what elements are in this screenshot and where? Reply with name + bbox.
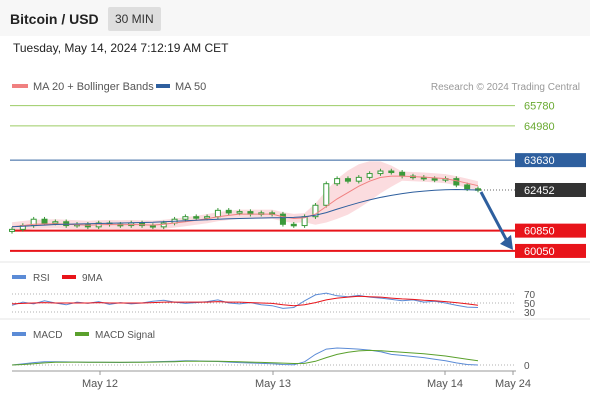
candle-body — [41, 218, 48, 224]
rsi-ma-legend-label: 9MA — [82, 273, 103, 284]
projection-arrow-head — [500, 234, 513, 250]
chart-title: Bitcoin / USD — [10, 11, 99, 27]
x-tick-label: May 13 — [255, 378, 291, 390]
macd-legend-label: MACD — [33, 330, 62, 341]
macd-legend-swatch — [12, 332, 26, 336]
candle-body — [182, 216, 189, 220]
rsi-legend-swatch — [12, 275, 26, 279]
candle-body — [214, 209, 221, 218]
ma20-line — [11, 175, 479, 228]
support-label-60050: 60050 — [524, 246, 555, 258]
candle-body — [334, 178, 341, 185]
interval-badge[interactable]: 30 MIN — [108, 7, 161, 31]
candle-body — [399, 171, 406, 177]
candle-body — [312, 204, 319, 218]
support-tag-60850 — [515, 223, 586, 238]
macd-signal-legend-label: MACD Signal — [95, 330, 155, 341]
resistance-label-64980: 64980 — [524, 121, 555, 133]
support-tag-60050 — [515, 243, 586, 258]
pivot-label-63630: 63630 — [524, 155, 555, 167]
macd-signal-line — [11, 349, 479, 366]
macd-plot: 0 — [11, 347, 530, 372]
support-label-60850: 60850 — [524, 226, 555, 238]
candle-body — [377, 170, 384, 175]
ma50-legend-swatch — [156, 84, 170, 88]
ma50-legend-label: MA 50 — [175, 81, 206, 93]
last-price-tag — [515, 182, 586, 197]
x-tick-label: May 12 — [82, 378, 118, 390]
candle-body — [290, 223, 297, 227]
rsi-legend-label: RSI — [33, 273, 50, 284]
copyright-label: Research © 2024 Trading Central — [431, 82, 580, 93]
projection-arrow-shaft — [479, 191, 510, 244]
candle-body — [366, 173, 373, 178]
x-tick-label: May 14 — [427, 378, 463, 390]
candle-body — [52, 221, 59, 224]
candle-body — [388, 170, 395, 174]
resistance-label-65780: 65780 — [524, 101, 555, 113]
ma20-legend-swatch — [12, 84, 28, 88]
timestamp: Tuesday, May 14, 2024 7:12:19 AM CET — [13, 41, 229, 55]
candle-body — [279, 213, 286, 225]
candle-body — [323, 183, 330, 206]
price-plot: 65780 64980 63630 60850 60050 62452 — [9, 101, 586, 258]
header-bar: Bitcoin / USD 30 MIN — [0, 0, 590, 36]
bollinger-band — [12, 161, 478, 232]
candle-body — [225, 209, 232, 214]
candle-body — [355, 176, 362, 182]
candle-body — [344, 178, 351, 182]
candle-body — [193, 216, 200, 219]
candle-body — [464, 184, 471, 190]
rsi-ma-legend-swatch — [62, 275, 76, 279]
pivot-tag-63630 — [515, 153, 586, 168]
candle-body — [236, 211, 243, 214]
rsi-line — [11, 292, 479, 309]
x-axis: May 12 May 13 May 14 May 24 — [12, 370, 531, 390]
candle-body — [63, 221, 70, 227]
candle-body — [431, 178, 438, 181]
candle-body — [453, 178, 460, 186]
ma20-legend-label: MA 20 + Bollinger Bands — [33, 81, 154, 93]
rsi-level-label-50: 50 — [524, 299, 536, 310]
candle-body — [204, 216, 211, 219]
candle-body — [149, 225, 156, 228]
x-tick-label: May 24 — [495, 378, 531, 390]
macd-level-label-0: 0 — [524, 361, 530, 372]
ma50-line — [11, 188, 479, 228]
rsi-level-label-70: 70 — [524, 290, 536, 301]
macd-signal-legend-swatch — [75, 332, 89, 336]
last-price-label: 62452 — [524, 185, 555, 197]
candle-body — [9, 228, 15, 232]
rsi-level-label-30: 30 — [524, 308, 536, 319]
rsi-ma-line — [11, 295, 479, 307]
